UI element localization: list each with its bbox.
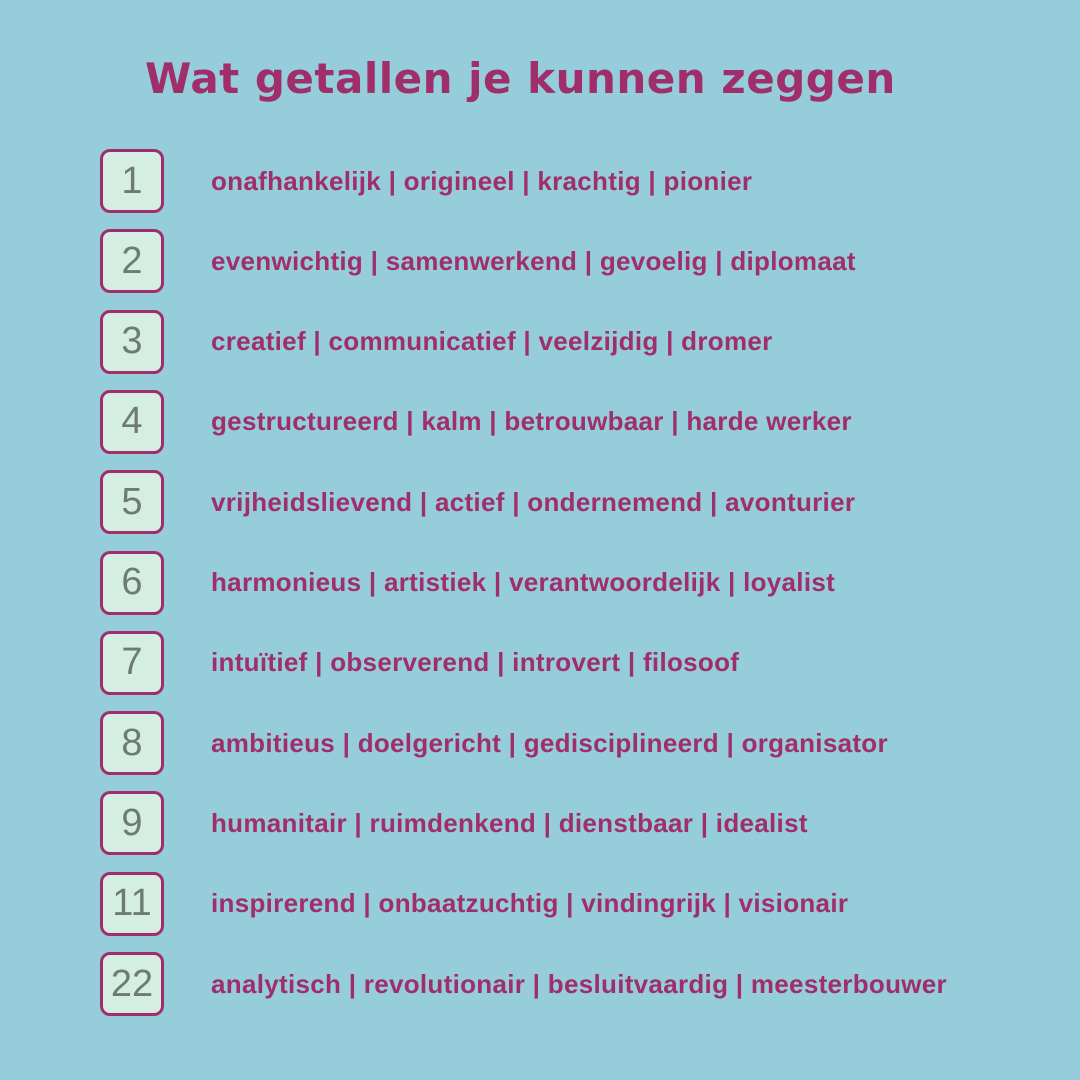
traits-text: inspirerend | onbaatzuchtig | vindingrij… xyxy=(211,888,849,919)
number-badge: 5 xyxy=(100,470,164,535)
number-badge: 11 xyxy=(100,871,164,936)
list-item: 22 analytisch | revolutionair | besluitva… xyxy=(100,952,947,1016)
list-item: 6 harmonieus | artistiek | verantwoordeli… xyxy=(100,550,836,615)
number-badge: 22 xyxy=(100,952,164,1016)
list-item: 7 intuïtief | observerend | introvert | f… xyxy=(100,630,740,695)
page-title: Wat getallen je kunnen zeggen xyxy=(145,54,896,103)
traits-text: harmonieus | artistiek | verantwoordelij… xyxy=(211,567,836,597)
traits-text: vrijheidslievend | actief | ondernemend … xyxy=(211,486,856,517)
number-badge: 9 xyxy=(100,791,164,856)
traits-text: onafhankelijk | origineel | krachtig | p… xyxy=(211,165,753,196)
traits-text: intuïtief | observerend | introvert | fi… xyxy=(211,647,740,678)
list-item: 5 vrijheidslievend | actief | ondernemend… xyxy=(100,470,856,535)
list-item: 2 evenwichtig | samenwerkend | gevoelig |… xyxy=(100,229,856,294)
list-item: 11 inspirerend | onbaatzuchtig | vindingr… xyxy=(100,871,849,936)
number-badge: 6 xyxy=(100,550,164,615)
number-badge: 4 xyxy=(100,389,164,454)
traits-text: ambitieus | doelgericht | gedisciplineer… xyxy=(211,727,888,758)
list-item: 8 ambitieus | doelgericht | gedisciplinee… xyxy=(100,711,888,776)
traits-text: humanitair | ruimdenkend | dienstbaar | … xyxy=(211,807,808,838)
traits-text: creatief | communicatief | veelzijdig | … xyxy=(211,326,773,357)
list-item: 9 humanitair | ruimdenkend | dienstbaar |… xyxy=(100,791,808,856)
list-item: 1 onafhankelijk | origineel | krachtig | … xyxy=(100,149,752,213)
traits-text: analytisch | revolutionair | besluitvaar… xyxy=(211,968,947,999)
traits-text: evenwichtig | samenwerkend | gevoelig | … xyxy=(211,245,856,276)
list-item: 4 gestructureerd | kalm | betrouwbaar | h… xyxy=(100,389,852,454)
number-badge: 7 xyxy=(100,630,164,695)
number-badge: 3 xyxy=(100,309,164,374)
number-badge: 8 xyxy=(100,711,164,776)
list-item: 3 creatief | communicatief | veelzijdig |… xyxy=(100,309,773,374)
traits-text: gestructureerd | kalm | betrouwbaar | ha… xyxy=(211,406,852,437)
number-badge: 1 xyxy=(100,149,164,213)
number-badge: 2 xyxy=(100,229,164,294)
